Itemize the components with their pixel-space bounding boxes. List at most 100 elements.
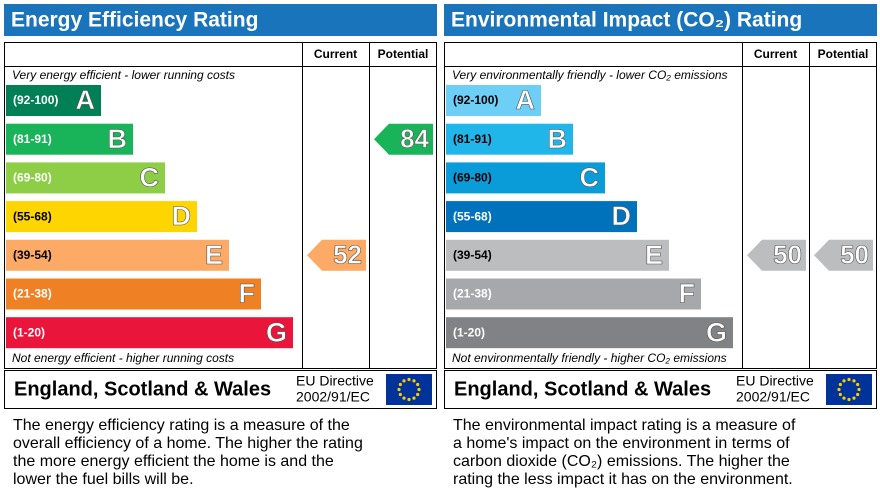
band-bar	[446, 278, 701, 310]
title-bar	[444, 4, 877, 36]
eu-star	[416, 392, 420, 397]
directive: 2002/91/EC	[736, 389, 810, 405]
band-letter: D	[612, 201, 632, 231]
bottom-note: Not environmentally friendly - higher CO…	[452, 351, 727, 365]
header-potential: Potential	[818, 47, 869, 61]
band-range: (1-20)	[453, 325, 485, 339]
band-letter: A	[76, 85, 96, 115]
band-range: (92-100)	[453, 93, 498, 107]
rating-box	[4, 42, 437, 369]
eu-star	[402, 396, 406, 400]
band-bar	[446, 239, 669, 271]
eu-star	[398, 382, 402, 387]
eu-star	[397, 387, 401, 392]
footer-box	[4, 370, 437, 409]
footer-text: England, Scotland & Wales	[14, 378, 271, 400]
description: rating the less impact it has on the env…	[453, 471, 793, 488]
eu-star	[407, 377, 411, 382]
band-bar	[6, 278, 261, 310]
rating-arrow	[747, 239, 806, 271]
band-letter: C	[140, 163, 160, 193]
directive: EU Directive	[296, 373, 374, 389]
band-bar	[446, 123, 573, 155]
band-bar	[6, 201, 197, 233]
eu-star	[412, 396, 416, 400]
rating-box	[444, 42, 877, 369]
band-range: (69-80)	[13, 171, 52, 185]
eu-star	[402, 379, 406, 383]
panel-title: Energy Efficiency Rating	[11, 9, 258, 32]
band-letter: B	[108, 124, 128, 154]
band-letter: D	[172, 201, 192, 231]
band-bar	[6, 317, 293, 349]
band-range: (21-38)	[453, 287, 492, 301]
eu-star	[398, 392, 402, 397]
eu-star	[852, 396, 856, 400]
header-current: Current	[754, 47, 797, 61]
eu-star	[412, 379, 416, 383]
rating-value: 52	[333, 240, 362, 270]
title-bar	[4, 4, 437, 36]
band-bar	[6, 162, 165, 194]
eu-star	[838, 392, 842, 397]
eu-star	[416, 382, 420, 387]
band-letter: F	[239, 279, 256, 309]
band-range: (55-68)	[13, 209, 52, 223]
band-bar	[6, 239, 229, 271]
band-bar	[446, 85, 541, 116]
eu-star	[856, 392, 860, 397]
footer-box	[444, 370, 877, 409]
rating-value: 50	[840, 240, 869, 270]
directive: 2002/91/EC	[296, 389, 370, 405]
band-bar	[446, 317, 733, 349]
band-range: (39-54)	[13, 248, 52, 262]
description: a home's impact on the environment in te…	[453, 435, 790, 452]
band-bar	[6, 123, 133, 155]
footer-text: England, Scotland & Wales	[454, 378, 711, 400]
band-letter: E	[205, 240, 223, 270]
eu-star	[847, 397, 851, 402]
band-letter: G	[266, 317, 287, 347]
band-range: (21-38)	[13, 287, 52, 301]
panel-title: Environmental Impact (CO₂) Rating	[451, 9, 802, 32]
description: The energy efficiency rating is a measur…	[13, 417, 350, 434]
eu-star	[847, 377, 851, 382]
rating-value: 50	[773, 240, 802, 270]
eu-star	[842, 396, 846, 400]
rating-arrow	[374, 123, 433, 155]
description: overall efficiency of a home. The higher…	[13, 435, 363, 452]
bottom-note: Not energy efficient - higher running co…	[12, 351, 234, 365]
band-range: (1-20)	[13, 325, 45, 339]
description: the more energy efficient the home is an…	[13, 453, 334, 470]
band-bar	[446, 162, 605, 194]
top-note: Very environmentally friendly - lower CO…	[452, 68, 728, 82]
eu-star	[857, 387, 861, 392]
header-current: Current	[314, 47, 357, 61]
rating-value: 84	[400, 124, 429, 154]
band-range: (39-54)	[453, 248, 492, 262]
eu-star	[837, 387, 841, 392]
eu-star	[417, 387, 421, 392]
band-letter: F	[679, 279, 696, 309]
band-bar	[6, 85, 101, 116]
band-range: (92-100)	[13, 93, 58, 107]
band-letter: G	[706, 317, 727, 347]
directive: EU Directive	[736, 373, 814, 389]
rating-arrow	[307, 239, 366, 271]
header-potential: Potential	[378, 47, 429, 61]
eu-star	[856, 382, 860, 387]
description: The environmental impact rating is a mea…	[453, 417, 796, 434]
eu-star	[842, 379, 846, 383]
rating-arrow	[814, 239, 873, 271]
band-bar	[446, 201, 637, 233]
top-note: Very energy efficient - lower running co…	[12, 68, 235, 82]
band-letter: E	[645, 240, 663, 270]
eu-star	[852, 379, 856, 383]
band-range: (55-68)	[453, 209, 492, 223]
eu-star	[838, 382, 842, 387]
band-letter: A	[516, 85, 536, 115]
band-letter: C	[580, 163, 600, 193]
description: lower the fuel bills will be.	[13, 471, 194, 488]
